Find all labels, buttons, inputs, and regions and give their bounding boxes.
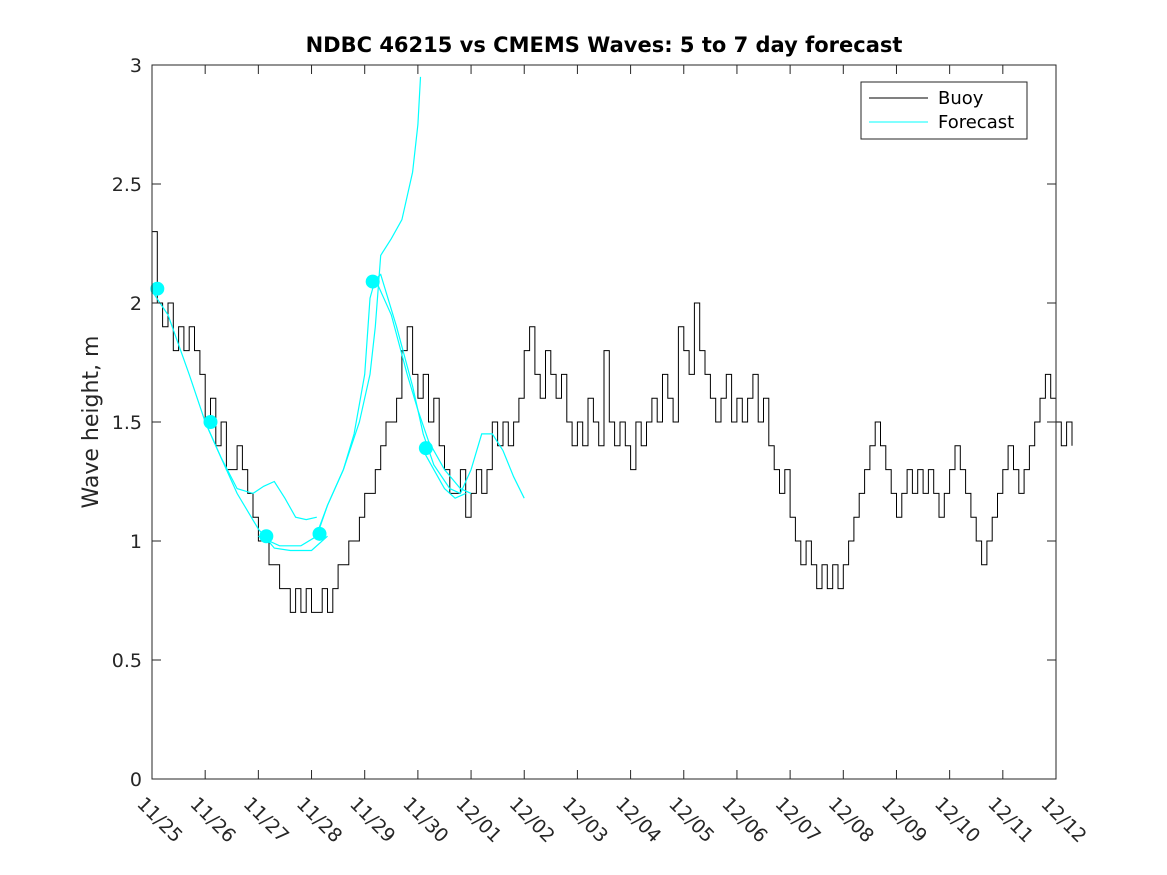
series-forecast (316, 277, 472, 535)
x-tick-label: 12/05 (664, 793, 718, 847)
forecast-marker (365, 274, 380, 289)
forecast-marker (150, 281, 165, 296)
x-tick-label: 12/12 (1036, 793, 1090, 847)
x-tick-label: 11/28 (292, 793, 346, 847)
y-tick-label: 2.5 (112, 174, 142, 196)
x-tick-label: 12/02 (505, 793, 559, 847)
x-tick-label: 12/11 (983, 793, 1037, 847)
series-forecast (369, 273, 525, 499)
forecast-marker (259, 529, 274, 544)
forecast-marker (312, 526, 327, 541)
legend: Buoy Forecast (860, 81, 1028, 140)
forecast-marker (203, 415, 218, 429)
legend-label-forecast: Forecast (938, 112, 1014, 133)
x-tick-label: 12/10 (930, 793, 984, 847)
series-layer (150, 76, 1073, 613)
x-tick-label: 12/01 (452, 793, 506, 847)
x-tick-label: 11/26 (186, 793, 240, 847)
y-tick-label: 1 (130, 531, 142, 553)
x-tick-label: 12/04 (611, 793, 665, 847)
x-tick-label: 12/08 (824, 793, 878, 847)
series-forecast (151, 290, 328, 552)
y-tick-label: 3 (130, 55, 142, 77)
y-tick-label: 2 (130, 293, 142, 315)
series-buoy (152, 231, 1073, 613)
y-axis-label: Wave height, m (79, 336, 104, 509)
forecast-marker (418, 441, 433, 456)
legend-box (860, 81, 1028, 140)
x-tick-label: 11/25 (132, 793, 186, 847)
y-tick-label: 1.5 (112, 412, 142, 434)
x-tick-label: 12/03 (558, 793, 612, 847)
chart-title: NDBC 46215 vs CMEMS Waves: 5 to 7 day fo… (306, 33, 903, 57)
x-tick-label: 12/06 (717, 793, 771, 847)
series-forecast (422, 450, 466, 499)
series-forecast (258, 76, 422, 547)
series-forecast (204, 421, 317, 521)
x-tick-label: 12/07 (771, 793, 825, 847)
x-tick-label: 11/27 (239, 793, 293, 847)
legend-label-buoy: Buoy (938, 88, 984, 109)
y-tick-label: 0 (130, 769, 142, 791)
x-tick-label: 11/30 (398, 793, 452, 847)
y-tick-label: 0.5 (112, 650, 142, 672)
x-tick-label: 12/09 (877, 793, 931, 847)
x-tick-label: 11/29 (345, 793, 399, 847)
